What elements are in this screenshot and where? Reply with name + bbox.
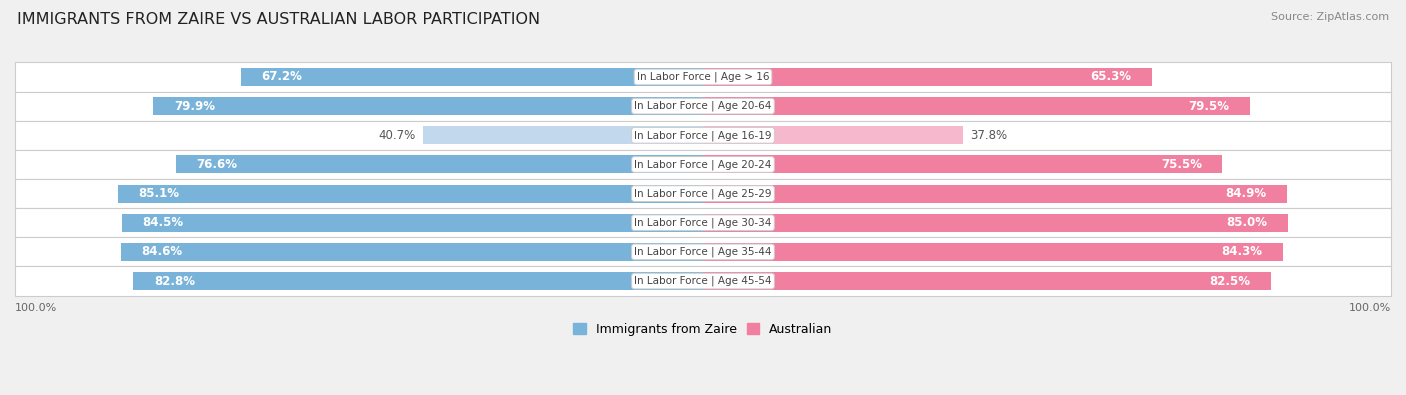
Text: Source: ZipAtlas.com: Source: ZipAtlas.com — [1271, 12, 1389, 22]
Text: 79.5%: 79.5% — [1188, 100, 1229, 113]
Text: In Labor Force | Age 45-54: In Labor Force | Age 45-54 — [634, 276, 772, 286]
Bar — [176, 155, 703, 173]
Text: 84.9%: 84.9% — [1226, 187, 1267, 200]
Text: In Labor Force | Age > 16: In Labor Force | Age > 16 — [637, 72, 769, 82]
Bar — [703, 184, 1286, 203]
Bar — [15, 121, 1391, 150]
Text: 37.8%: 37.8% — [970, 129, 1007, 142]
Text: 75.5%: 75.5% — [1161, 158, 1202, 171]
Text: In Labor Force | Age 30-34: In Labor Force | Age 30-34 — [634, 218, 772, 228]
Text: 100.0%: 100.0% — [15, 303, 58, 313]
Text: In Labor Force | Age 25-29: In Labor Force | Age 25-29 — [634, 188, 772, 199]
Legend: Immigrants from Zaire, Australian: Immigrants from Zaire, Australian — [568, 318, 838, 341]
Text: 67.2%: 67.2% — [262, 70, 302, 83]
Text: IMMIGRANTS FROM ZAIRE VS AUSTRALIAN LABOR PARTICIPATION: IMMIGRANTS FROM ZAIRE VS AUSTRALIAN LABO… — [17, 12, 540, 27]
Bar — [15, 267, 1391, 295]
Bar — [15, 237, 1391, 267]
Text: 84.6%: 84.6% — [142, 245, 183, 258]
Text: In Labor Force | Age 20-64: In Labor Force | Age 20-64 — [634, 101, 772, 111]
Bar — [703, 68, 1153, 86]
Text: In Labor Force | Age 20-24: In Labor Force | Age 20-24 — [634, 159, 772, 170]
Bar — [15, 92, 1391, 121]
Text: 65.3%: 65.3% — [1091, 70, 1132, 83]
Text: 82.5%: 82.5% — [1209, 275, 1250, 288]
Bar — [15, 150, 1391, 179]
Text: 82.8%: 82.8% — [155, 275, 195, 288]
Bar — [118, 184, 703, 203]
Text: 84.3%: 84.3% — [1222, 245, 1263, 258]
Text: 79.9%: 79.9% — [174, 100, 215, 113]
Bar — [240, 68, 703, 86]
Bar — [15, 179, 1391, 208]
Bar — [703, 97, 1250, 115]
Text: In Labor Force | Age 16-19: In Labor Force | Age 16-19 — [634, 130, 772, 141]
Bar — [423, 126, 703, 144]
Text: 40.7%: 40.7% — [378, 129, 416, 142]
Bar — [703, 243, 1284, 261]
Bar — [703, 272, 1271, 290]
Text: 85.1%: 85.1% — [138, 187, 179, 200]
Bar — [703, 126, 963, 144]
Text: In Labor Force | Age 35-44: In Labor Force | Age 35-44 — [634, 246, 772, 257]
Text: 85.0%: 85.0% — [1226, 216, 1267, 229]
Text: 76.6%: 76.6% — [197, 158, 238, 171]
Text: 84.5%: 84.5% — [142, 216, 183, 229]
Bar — [121, 243, 703, 261]
Bar — [15, 62, 1391, 92]
Bar — [122, 214, 703, 232]
Bar — [703, 155, 1222, 173]
Bar — [15, 208, 1391, 237]
Bar — [703, 214, 1288, 232]
Bar — [153, 97, 703, 115]
Text: 100.0%: 100.0% — [1348, 303, 1391, 313]
Bar — [134, 272, 703, 290]
